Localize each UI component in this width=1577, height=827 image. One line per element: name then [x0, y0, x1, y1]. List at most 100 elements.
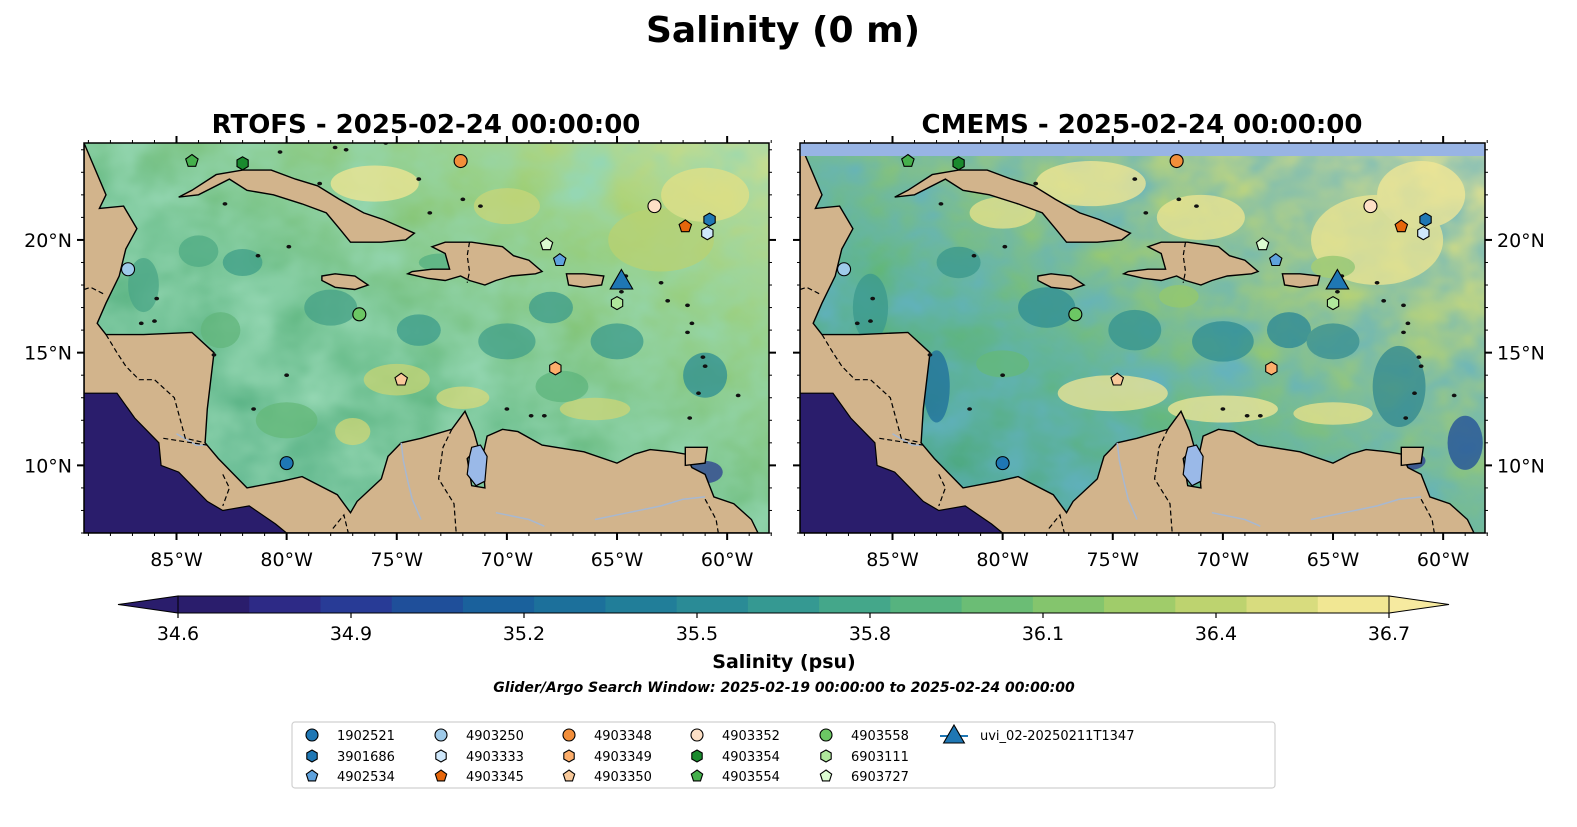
legend-label: 4902534 [337, 770, 395, 785]
legend-label: 4903349 [594, 750, 652, 765]
legend-item: 4903348 [562, 728, 652, 744]
island-jamaica [1037, 273, 1086, 291]
colorbar-swatch [890, 596, 963, 613]
legend-marker [563, 749, 575, 763]
colorbar-tick-label: 36.1 [1022, 623, 1064, 645]
marker-4903348 [1169, 153, 1184, 169]
lon-tick-label: 70°W [1197, 549, 1250, 571]
legend-marker [942, 723, 966, 744]
map-panel-rtofs: RTOFS - 2025-02-24 00:00:00 85°W 80°W 75°W… [24, 110, 776, 571]
rivers [176, 433, 706, 527]
lat-tick-label: 20°N [1497, 230, 1545, 252]
legend-item: 4903558 [819, 728, 909, 744]
marker-4903558 [1068, 307, 1083, 322]
colorbar-swatch [1317, 596, 1390, 613]
colorbar-swatch [249, 596, 322, 613]
legend-marker [819, 728, 833, 742]
colorbar: 34.6 34.9 35.2 35.5 35.8 36.1 36.4 36.7 [117, 595, 1450, 645]
colorbar-tick-label: 35.2 [503, 623, 545, 645]
colorbar-swatch [961, 596, 1034, 613]
marker-3901686 [1419, 212, 1432, 227]
legend-item: 4903554 [690, 769, 780, 785]
lon-tick-label: 65°W [1307, 549, 1360, 571]
marker-6903111 [610, 295, 624, 311]
legend-marker [434, 728, 448, 742]
legend-label: 1902521 [337, 729, 395, 744]
figure-title: Salinity (0 m) [646, 10, 920, 51]
island-trinidad [1400, 446, 1425, 467]
marker-4902534 [552, 253, 567, 267]
legend-marker [562, 728, 576, 742]
marker-4903354 [952, 156, 965, 171]
legend-marker [306, 749, 318, 763]
pacific-coast [800, 392, 1004, 533]
rivers [892, 433, 1422, 527]
legend-item: 4903352 [690, 728, 780, 744]
colorbar-tick-label: 36.4 [1195, 623, 1237, 645]
panel-title-rtofs: RTOFS - 2025-02-24 00:00:00 [212, 110, 641, 140]
colorbar-swatch [462, 596, 535, 613]
lat-tick-label: 20°N [24, 230, 72, 252]
marker-4902534 [1268, 253, 1283, 267]
lake-maracaibo [466, 444, 488, 487]
country-borders [800, 242, 1435, 533]
legend-marker [820, 749, 832, 763]
marker-1902521 [995, 456, 1010, 471]
marker-uvi_02-20250211T1347 [1325, 268, 1350, 290]
marker-4903350 [394, 372, 409, 386]
legend-marker [305, 728, 319, 742]
island-puerto-rico [1281, 273, 1321, 289]
marker-4903345 [678, 219, 693, 233]
marker-4903250 [121, 262, 136, 277]
colorbar-swatch [534, 596, 607, 613]
small-islands [138, 143, 741, 420]
island-puerto-rico [565, 273, 605, 289]
lat-tick-label: 15°N [24, 343, 72, 365]
lon-tick-label: 85°W [866, 549, 919, 571]
colorbar-swatch [676, 596, 749, 613]
panel-title-cmems: CMEMS - 2025-02-24 00:00:00 [922, 110, 1363, 140]
lake-maracaibo [1182, 444, 1204, 487]
marker-4903345 [1394, 219, 1409, 233]
colorbar-swatch [605, 596, 678, 613]
island-cuba [894, 169, 1132, 243]
legend-item: 4903333 [435, 749, 524, 765]
legend: 1902521 3901686 4902534 4903250 4903333 49033… [291, 721, 1276, 789]
marker-4903348 [453, 153, 468, 169]
legend-item: 1902521 [305, 728, 395, 744]
legend-label: 4903333 [466, 750, 524, 765]
legend-label: 4903350 [594, 770, 652, 785]
marker-4903554 [901, 153, 915, 167]
colorbar-swatch [391, 596, 464, 613]
island-jamaica [321, 273, 370, 291]
lon-tick-label: 75°W [371, 549, 424, 571]
marker-4903333 [701, 226, 714, 241]
marker-4903349 [1265, 361, 1278, 376]
marker-4903558 [352, 307, 367, 322]
lat-tick-label: 15°N [1497, 343, 1545, 365]
colorbar-extend-max [1388, 595, 1450, 614]
colorbar-swatch [320, 596, 393, 613]
no-data-band [800, 143, 1485, 156]
marker-4903352 [1363, 199, 1378, 214]
legend-item: 4903350 [562, 769, 652, 785]
marker-6903727 [1255, 237, 1270, 251]
legend-marker [691, 749, 703, 763]
colorbar-label: Salinity (psu) [712, 651, 855, 673]
lon-tick-label: 80°W [260, 549, 313, 571]
colorbar-swatch [819, 596, 891, 613]
lon-tick-label: 80°W [976, 549, 1029, 571]
legend-label: 3901686 [337, 750, 395, 765]
legend-item: 4903250 [434, 728, 524, 744]
map-frame [83, 142, 770, 534]
legend-label: 4903348 [594, 729, 652, 744]
colorbar-tick-label: 35.5 [676, 623, 718, 645]
marker-1902521 [279, 456, 294, 471]
legend-label: 4903554 [722, 770, 780, 785]
legend-item: 4902534 [305, 769, 395, 785]
legend-marker [435, 749, 447, 763]
country-borders [84, 242, 719, 533]
legend-marker [434, 769, 448, 782]
lon-tick-label: 60°W [1417, 549, 1470, 571]
lon-tick-label: 70°W [481, 549, 534, 571]
